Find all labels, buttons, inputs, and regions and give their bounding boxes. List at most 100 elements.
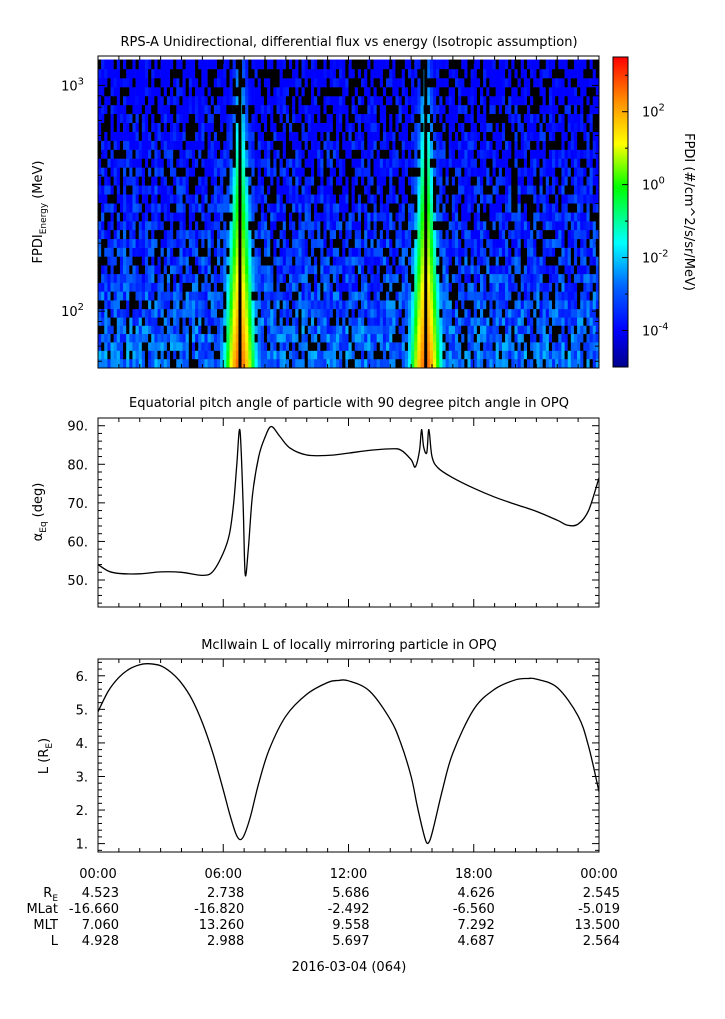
heatmap-cell: [251, 342, 255, 351]
heatmap-cell: [317, 167, 321, 177]
heatmap-cell: [257, 350, 262, 360]
heatmap-cell: [213, 273, 218, 283]
heatmap-cell: [548, 113, 553, 123]
heatmap-cell: [448, 350, 453, 360]
heatmap-cell: [414, 308, 418, 318]
heatmap-cell: [188, 122, 193, 132]
heatmap-cell: [398, 325, 403, 335]
heatmap-cell: [467, 221, 471, 231]
heatmap-cell: [533, 300, 537, 310]
heatmap-cell: [411, 167, 415, 177]
heatmap-cell: [351, 221, 356, 231]
heatmap-cell: [464, 308, 468, 318]
heatmap-cell: [429, 140, 434, 150]
heatmap-cell: [476, 131, 481, 141]
heatmap-cell: [251, 247, 255, 257]
heatmap-cell: [342, 149, 346, 159]
heatmap-cell: [570, 300, 575, 310]
heatmap-cell: [542, 273, 547, 283]
heatmap-cell: [567, 291, 572, 301]
heatmap-cell: [386, 358, 390, 368]
heatmap-cell: [182, 167, 186, 177]
heatmap-cell: [523, 247, 528, 257]
heatmap-cell: [213, 131, 218, 141]
heatmap-cell: [210, 95, 215, 106]
heatmap-cell: [508, 273, 512, 283]
heatmap-cell: [160, 95, 165, 106]
heatmap-cell: [157, 238, 161, 248]
heatmap-cell: [439, 358, 443, 368]
heatmap-cell: [417, 194, 421, 204]
heatmap-cell: [326, 113, 331, 123]
heatmap-cell: [361, 176, 365, 186]
heatmap-cell: [570, 238, 575, 248]
heatmap-cell: [314, 122, 318, 132]
heatmap-cell: [473, 247, 478, 257]
heatmap-cell: [320, 350, 324, 360]
heatmap-cell: [298, 158, 302, 168]
heatmap-cell: [292, 350, 296, 360]
heatmap-cell: [207, 317, 212, 326]
heatmap-cell: [454, 95, 459, 106]
heatmap-cell: [119, 256, 124, 266]
heatmap-cell: [483, 140, 487, 150]
heatmap-cell: [595, 113, 600, 123]
heatmap-cell: [483, 350, 487, 360]
heatmap-cell: [289, 221, 293, 231]
heatmap-cell: [461, 350, 465, 360]
heatmap-cell: [251, 95, 255, 106]
heatmap-cell: [276, 113, 280, 123]
heatmap-cell: [270, 104, 274, 115]
heatmap-cell: [101, 167, 105, 177]
heatmap-cell: [298, 350, 302, 360]
heatmap-cell: [398, 158, 403, 168]
heatmap-cell: [110, 203, 114, 213]
heatmap-cell: [458, 104, 462, 115]
heatmap-cell: [207, 176, 212, 186]
heatmap-cell: [182, 131, 186, 141]
heatmap-cell: [235, 104, 240, 115]
heatmap-cell: [273, 167, 277, 177]
heatmap-cell: [473, 221, 478, 231]
heatmap-cell: [216, 140, 221, 150]
heatmap-cell: [229, 273, 233, 283]
heatmap-cell: [223, 194, 227, 204]
heatmap-cell: [386, 176, 390, 186]
heatmap-cell: [464, 221, 468, 231]
spectrogram-heatmap: [98, 59, 600, 368]
heatmap-cell: [304, 185, 309, 195]
heatmap-cell: [273, 358, 277, 368]
heatmap-cell: [129, 158, 133, 168]
heatmap-cell: [326, 291, 331, 301]
heatmap-cell: [282, 333, 287, 343]
heatmap-cell: [157, 194, 161, 204]
heatmap-cell: [279, 333, 284, 343]
heatmap-cell: [564, 350, 568, 360]
heatmap-cell: [445, 113, 449, 123]
heatmap-cell: [279, 185, 284, 195]
heatmap-cell: [166, 113, 171, 123]
heatmap-cell: [407, 342, 412, 351]
heatmap-cell: [398, 229, 403, 240]
heatmap-cell: [320, 221, 324, 231]
heatmap-cell: [329, 229, 334, 240]
heatmap-cell: [98, 104, 102, 115]
heatmap-cell: [323, 167, 327, 177]
heatmap-cell: [298, 247, 302, 257]
heatmap-cell: [536, 273, 540, 283]
heatmap-cell: [329, 291, 334, 301]
heatmap-cell: [101, 325, 105, 335]
heatmap-cell: [552, 333, 556, 343]
heatmap-cell: [542, 308, 547, 318]
heatmap-cell: [523, 176, 528, 186]
heatmap-cell: [433, 158, 437, 168]
heatmap-cell: [144, 140, 149, 150]
heatmap-cell: [182, 185, 186, 195]
heatmap-cell: [458, 342, 462, 351]
heatmap-cell: [223, 256, 227, 266]
heatmap-cell: [116, 87, 121, 97]
heatmap-cell: [314, 140, 318, 150]
heatmap-cell: [289, 194, 293, 204]
heatmap-cell: [417, 358, 421, 368]
heatmap-cell: [526, 291, 531, 301]
